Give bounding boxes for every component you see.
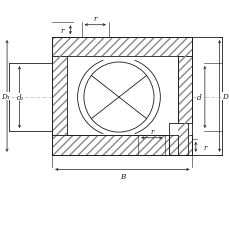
Circle shape bbox=[84, 63, 153, 133]
Bar bbox=[67, 57, 177, 136]
Text: D₁: D₁ bbox=[2, 93, 10, 101]
Bar bbox=[168, 123, 187, 155]
Text: d: d bbox=[196, 94, 201, 102]
Bar bbox=[52, 38, 192, 155]
Text: D: D bbox=[221, 93, 227, 101]
Bar bbox=[52, 136, 192, 155]
Text: d₁: d₁ bbox=[17, 94, 24, 102]
Bar bbox=[52, 38, 192, 57]
Text: r: r bbox=[60, 27, 64, 35]
Bar bbox=[177, 57, 192, 123]
Bar bbox=[177, 136, 192, 155]
Text: r: r bbox=[93, 15, 97, 23]
Text: r: r bbox=[149, 127, 153, 135]
Text: B: B bbox=[119, 172, 125, 180]
Bar bbox=[52, 136, 192, 155]
Text: r: r bbox=[202, 143, 206, 151]
Bar bbox=[177, 136, 192, 155]
Bar bbox=[52, 38, 192, 57]
Bar bbox=[177, 57, 192, 123]
Bar bbox=[52, 57, 67, 136]
Bar bbox=[52, 57, 67, 136]
Bar bbox=[168, 123, 187, 155]
